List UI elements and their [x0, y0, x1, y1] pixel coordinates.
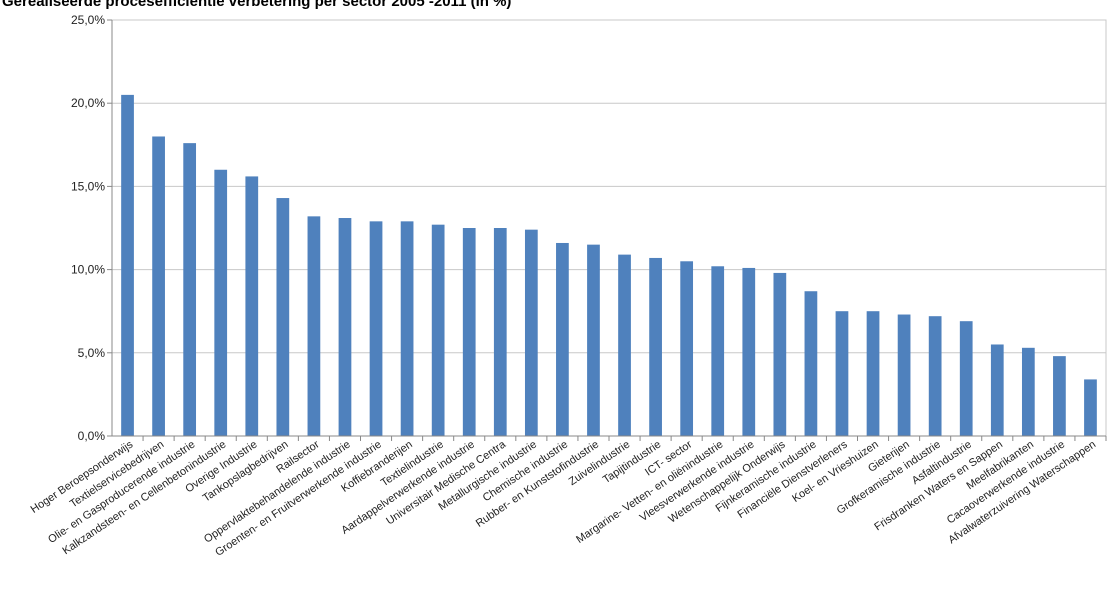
bar — [866, 311, 880, 436]
bar — [1053, 356, 1066, 436]
y-tick-label: 5,0% — [78, 346, 106, 360]
bar — [680, 261, 694, 436]
bar — [804, 291, 818, 436]
bar — [742, 267, 756, 436]
plot-area — [111, 19, 1107, 437]
bar — [400, 221, 414, 436]
bar — [369, 221, 383, 436]
bar — [835, 311, 849, 436]
axes — [111, 20, 1106, 437]
y-tick-label: 20,0% — [71, 96, 105, 110]
bar — [338, 218, 352, 436]
bars — [121, 94, 1107, 441]
bar — [121, 94, 134, 436]
y-tick-label: 25,0% — [71, 13, 105, 27]
bar — [1021, 347, 1035, 436]
y-tick-label: 10,0% — [71, 263, 105, 277]
bar — [493, 228, 507, 436]
bar — [524, 229, 538, 436]
bar — [1084, 379, 1097, 436]
bar — [928, 316, 942, 436]
y-tick-label: 15,0% — [71, 179, 105, 193]
bar — [462, 228, 476, 436]
bar — [618, 254, 631, 436]
bar — [897, 314, 911, 436]
bar — [773, 272, 787, 436]
bar — [276, 198, 290, 436]
bar — [990, 344, 1004, 436]
y-tick-label: 0,0% — [78, 429, 106, 443]
bar — [587, 244, 600, 436]
chart-title: Gerealiseerde procesefficientie verbeter… — [2, 0, 512, 10]
x-category-labels: Hoger BeroepsonderwijsTextielservicebedr… — [29, 438, 1099, 559]
bar — [649, 257, 662, 436]
bar — [214, 169, 228, 436]
bar — [556, 242, 569, 436]
bar — [307, 216, 321, 436]
y-tick-labels: 0,0% 5,0% 10,0% 15,0% 20,0% 25,0% — [71, 13, 105, 443]
bar — [152, 136, 165, 437]
bar — [959, 321, 973, 436]
bar — [711, 266, 725, 436]
bar — [431, 224, 445, 436]
bar — [245, 176, 259, 436]
bar — [183, 143, 197, 437]
